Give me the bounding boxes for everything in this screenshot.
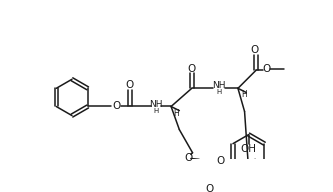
Text: NH: NH: [212, 81, 226, 90]
Text: O: O: [126, 80, 134, 90]
Text: O: O: [184, 153, 192, 163]
Text: O: O: [205, 184, 213, 192]
Text: H: H: [216, 89, 221, 95]
Text: OH: OH: [241, 144, 257, 154]
Text: O: O: [216, 156, 225, 166]
Text: H: H: [241, 90, 247, 99]
Text: NH: NH: [150, 100, 163, 109]
Text: O: O: [262, 64, 270, 74]
Text: O: O: [187, 64, 196, 74]
Text: H: H: [154, 108, 159, 114]
Text: H: H: [173, 109, 179, 118]
Text: O: O: [113, 102, 121, 112]
Text: O: O: [250, 45, 259, 55]
